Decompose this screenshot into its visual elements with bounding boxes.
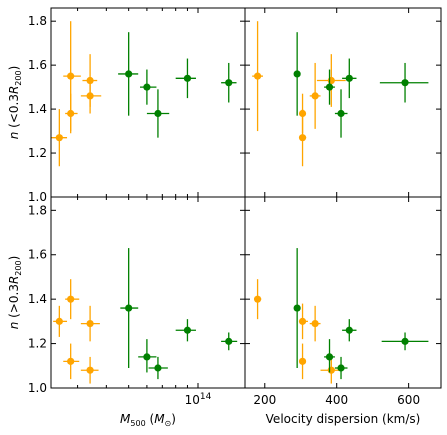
y-tick-label: 1.6 bbox=[28, 248, 47, 262]
data-point bbox=[55, 317, 63, 325]
data-point bbox=[86, 319, 94, 328]
data-point bbox=[401, 337, 409, 345]
data-point bbox=[311, 92, 319, 100]
y-tick-label: 1.6 bbox=[28, 58, 47, 72]
data-point bbox=[345, 326, 353, 334]
y-tick-label: 1.0 bbox=[28, 190, 47, 204]
data-point bbox=[345, 74, 353, 82]
data-point bbox=[293, 304, 301, 312]
data-point bbox=[143, 353, 151, 361]
x-axis-label: Velocity dispersion (km/s) bbox=[266, 412, 421, 426]
y-axis-label: n (<0.3R200) bbox=[7, 66, 23, 140]
y-tick-label: 1.2 bbox=[28, 146, 47, 160]
y-tick-label: 1.8 bbox=[28, 203, 47, 217]
data-point bbox=[298, 134, 307, 142]
data-point bbox=[143, 83, 151, 91]
data-point bbox=[183, 326, 192, 334]
x-tick-label: 600 bbox=[397, 393, 420, 407]
data-point bbox=[154, 364, 162, 372]
y-tick-label: 1.2 bbox=[28, 337, 47, 351]
x-tick-label: 200 bbox=[253, 393, 276, 407]
panel-frame bbox=[244, 7, 442, 198]
data-point bbox=[125, 304, 133, 312]
data-point bbox=[55, 134, 63, 142]
data-point bbox=[298, 357, 307, 365]
data-point bbox=[311, 319, 319, 328]
x-tick-label: 1014 bbox=[185, 392, 212, 407]
data-point bbox=[325, 353, 334, 361]
data-point bbox=[67, 357, 75, 365]
data-point bbox=[67, 72, 75, 80]
y-tick-label: 1.4 bbox=[28, 292, 47, 306]
x-axis-label: M500 (M⊙) bbox=[120, 412, 176, 428]
data-point bbox=[67, 295, 75, 303]
data-point bbox=[225, 337, 233, 345]
y-tick-label: 1.0 bbox=[28, 381, 47, 395]
data-point bbox=[253, 72, 262, 80]
data-point bbox=[183, 74, 192, 82]
data-point bbox=[327, 366, 335, 374]
data-point bbox=[125, 70, 133, 78]
panel-frame bbox=[244, 196, 442, 389]
x-tick-label: 400 bbox=[325, 393, 348, 407]
panel-frame bbox=[50, 7, 246, 198]
y-tick-label: 1.8 bbox=[28, 14, 47, 28]
data-point bbox=[337, 109, 345, 118]
data-point bbox=[327, 76, 335, 85]
data-point bbox=[401, 79, 409, 87]
data-point bbox=[325, 83, 334, 91]
data-point bbox=[253, 295, 262, 303]
data-point bbox=[86, 76, 94, 85]
data-point bbox=[293, 70, 301, 78]
y-axis-label: n (>0.3R200) bbox=[7, 256, 23, 330]
y-tick-label: 1.4 bbox=[28, 102, 47, 116]
data-point bbox=[225, 79, 233, 87]
data-point bbox=[154, 109, 162, 118]
data-point bbox=[86, 366, 94, 374]
data-point bbox=[337, 364, 345, 372]
data-point bbox=[298, 317, 307, 325]
